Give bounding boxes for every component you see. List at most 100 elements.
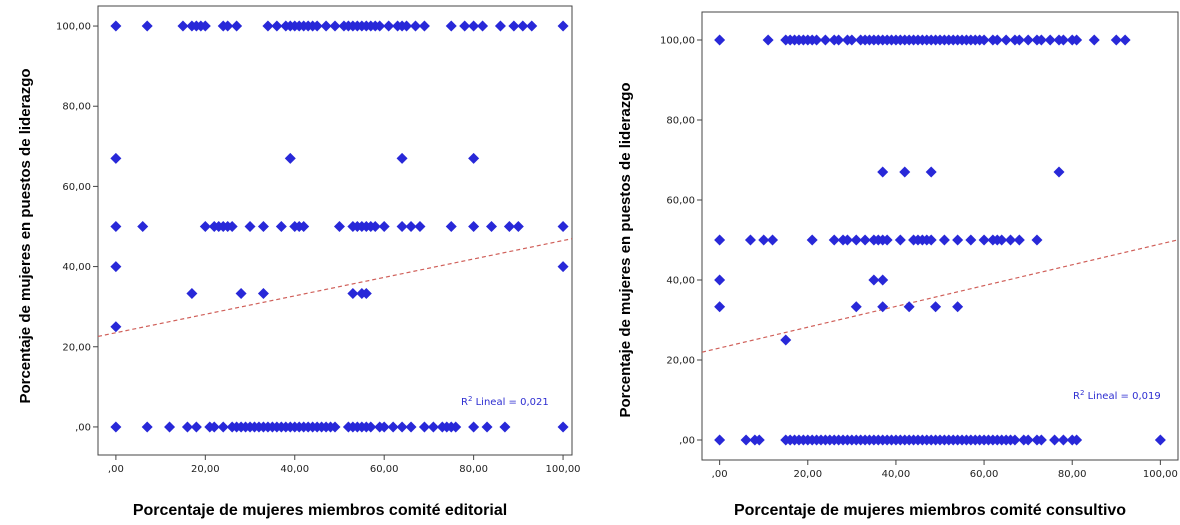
data-point	[850, 234, 862, 246]
data-point	[190, 421, 202, 433]
data-point	[930, 301, 942, 313]
y-axis-label-editorial: Porcentaje de mujeres en puestos de lide…	[17, 68, 34, 403]
data-point	[978, 234, 990, 246]
data-point	[557, 421, 569, 433]
data-point	[244, 220, 256, 232]
y-axis-label-consultivo: Porcentaje de mujeres en puestos de lide…	[617, 82, 634, 417]
data-point	[459, 20, 471, 32]
y-tick-label: 60,00	[62, 182, 91, 193]
data-point	[271, 20, 283, 32]
data-point	[512, 220, 524, 232]
data-point	[503, 220, 515, 232]
data-point	[110, 152, 122, 164]
data-point	[365, 421, 377, 433]
y-tick-label: ,00	[75, 422, 91, 433]
data-point	[1022, 34, 1034, 46]
data-point	[819, 34, 831, 46]
data-point	[374, 20, 386, 32]
data-point	[231, 20, 243, 32]
y-ticks-editorial: ,00 20,00 40,00 60,00 80,00 100,00	[56, 22, 98, 433]
data-point	[217, 421, 229, 433]
data-point	[110, 261, 122, 273]
x-tick-label: 60,00	[370, 464, 399, 475]
x-tick-label: 60,00	[970, 469, 999, 480]
data-point	[311, 20, 323, 32]
data-point	[181, 421, 193, 433]
y-tick-label: 40,00	[666, 276, 695, 287]
data-point	[881, 234, 893, 246]
data-point	[298, 220, 310, 232]
data-point	[110, 220, 122, 232]
data-point	[110, 321, 122, 333]
data-point	[396, 152, 408, 164]
data-point	[486, 220, 498, 232]
x-tick-label: 40,00	[882, 469, 911, 480]
data-point	[320, 20, 332, 32]
data-point	[110, 20, 122, 32]
data-point	[186, 287, 198, 299]
plot-frame-consultivo	[701, 11, 1179, 461]
data-point	[257, 287, 269, 299]
data-point	[369, 220, 381, 232]
data-point	[925, 166, 937, 178]
data-point	[1044, 34, 1056, 46]
data-point	[445, 220, 457, 232]
data-point	[714, 301, 726, 313]
data-point	[877, 166, 889, 178]
data-point	[1119, 34, 1131, 46]
data-point	[468, 20, 480, 32]
data-point	[517, 20, 529, 32]
data-point	[508, 20, 520, 32]
y-tick-label: ,00	[679, 436, 695, 447]
y-tick-label: 80,00	[666, 116, 695, 127]
data-point	[767, 234, 779, 246]
fit-line-editorial	[97, 238, 573, 338]
data-point	[427, 421, 439, 433]
data-point	[477, 20, 489, 32]
x-tick-label: ,00	[712, 469, 728, 480]
y-ticks-consultivo: ,00 20,00 40,00 60,00 80,00 100,00	[660, 36, 702, 447]
r2-annotation-editorial: R2 Lineal = 0,021	[461, 395, 549, 408]
data-point	[846, 34, 858, 46]
data-point	[499, 421, 511, 433]
data-point	[1088, 34, 1100, 46]
data-point	[418, 20, 430, 32]
data-point	[526, 20, 538, 32]
data-point	[387, 421, 399, 433]
x-tick-label: 80,00	[459, 464, 488, 475]
data-point	[753, 434, 765, 446]
data-point	[468, 152, 480, 164]
x-tick-label: 100,00	[1143, 469, 1178, 480]
data-point	[1049, 434, 1061, 446]
data-point	[991, 34, 1003, 46]
data-point	[333, 220, 345, 232]
y-tick-label: 80,00	[62, 102, 91, 113]
data-point	[347, 287, 359, 299]
data-point	[877, 274, 889, 286]
data-point	[952, 234, 964, 246]
data-point	[1035, 34, 1047, 46]
data-point	[226, 220, 238, 232]
data-point	[409, 20, 421, 32]
data-point	[965, 234, 977, 246]
data-point	[208, 421, 220, 433]
points-editorial	[110, 20, 569, 433]
data-point	[360, 287, 372, 299]
data-point	[758, 234, 770, 246]
data-point	[714, 274, 726, 286]
data-point	[137, 220, 149, 232]
data-point	[468, 421, 480, 433]
data-point	[925, 234, 937, 246]
x-tick-label: 40,00	[280, 464, 309, 475]
data-point	[222, 20, 234, 32]
data-point	[740, 434, 752, 446]
chart-consultivo: ,00 20,00 40,00 60,00 80,00 100,00 ,00 20,00 40…	[617, 11, 1179, 519]
data-point	[1057, 34, 1069, 46]
r2-annotation-consultivo: R2 Lineal = 0,019	[1073, 389, 1161, 402]
data-point	[868, 274, 880, 286]
data-point	[952, 301, 964, 313]
data-point	[481, 421, 493, 433]
data-point	[899, 166, 911, 178]
data-point	[762, 34, 774, 46]
